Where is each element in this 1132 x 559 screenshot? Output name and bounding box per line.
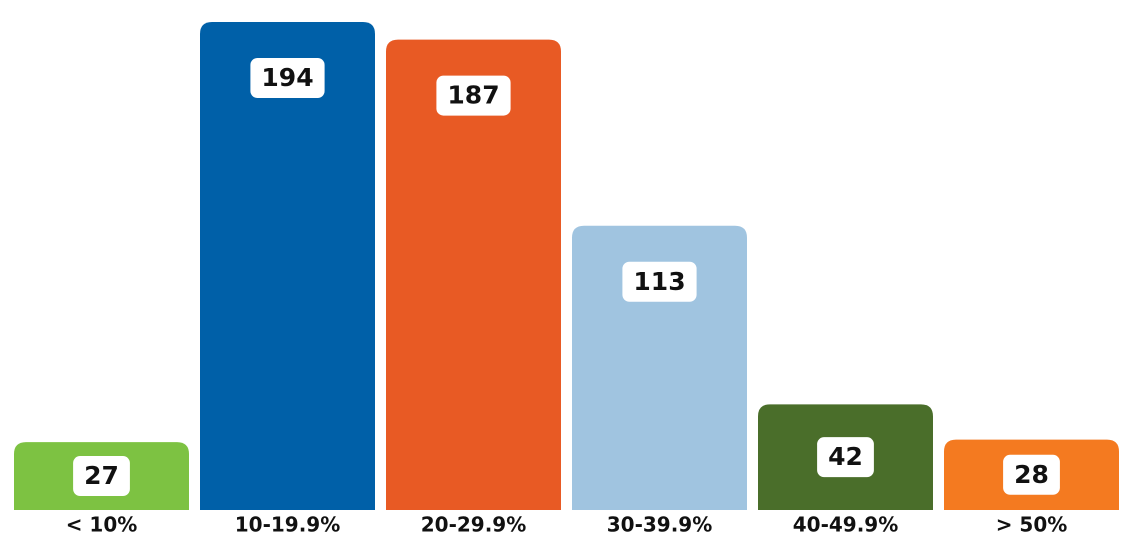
value-label-box [73, 456, 130, 497]
x-tick-label: 10-19.9% [235, 513, 341, 537]
x-tick-label: > 50% [996, 513, 1068, 537]
value-label-box [817, 437, 874, 478]
value-label: 27 [84, 461, 119, 490]
value-label-box [622, 261, 697, 302]
value-label: 28 [1014, 460, 1049, 489]
value-label-box [1003, 454, 1060, 495]
value-label: 194 [261, 63, 313, 92]
value-label-box [250, 58, 325, 98]
bar [572, 225, 747, 511]
bar [386, 39, 561, 510]
x-tick-label: 30-39.9% [607, 513, 713, 537]
x-tick-label: < 10% [66, 513, 138, 537]
x-tick-label: 40-49.9% [793, 513, 899, 537]
bar [200, 22, 375, 510]
value-label: 42 [828, 442, 863, 471]
x-tick-label: 20-29.9% [421, 513, 527, 537]
value-label: 113 [633, 267, 685, 296]
value-label-box [436, 75, 511, 116]
value-label: 187 [447, 81, 499, 110]
